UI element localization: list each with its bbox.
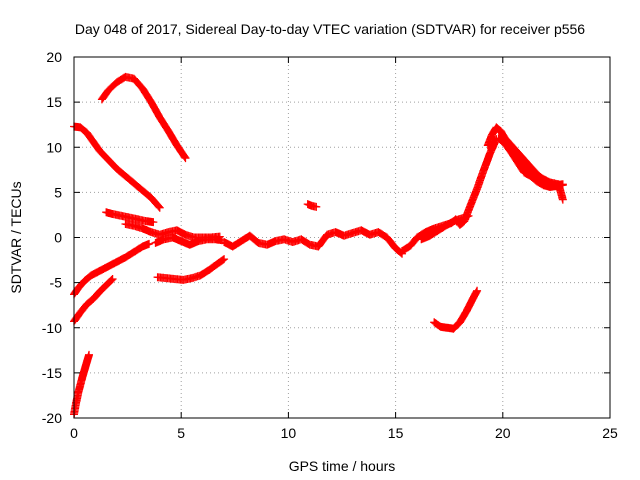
x-tick-label: 20 [495,425,511,441]
x-tick-label: 0 [70,425,78,441]
x-tick-label: 5 [177,425,185,441]
series-6-markers [151,233,226,249]
x-tick-label: 10 [281,425,297,441]
series-11-markers [303,200,321,211]
series-14-markers [430,286,482,333]
series-1 [97,72,190,163]
y-tick-label: 15 [46,94,62,110]
series-9-markers [70,350,94,419]
series-13 [417,211,473,244]
series-10 [220,226,407,258]
series-13-markers [417,211,473,244]
series-14 [430,286,482,333]
series-9 [70,350,94,419]
y-tick-label: 0 [54,230,62,246]
series-8-markers [153,255,229,284]
series-8 [153,255,229,284]
series-5-markers [70,239,154,299]
series-12 [398,135,501,255]
data-series [70,72,567,419]
series-3-markers [102,208,158,227]
x-tick-label: 15 [388,425,404,441]
series-10-markers [220,226,407,258]
series-2 [70,122,164,212]
series-1-markers [97,72,190,163]
y-tick-label: -10 [42,320,62,336]
chart-title: Day 048 of 2017, Sidereal Day-to-day VTE… [75,21,585,37]
y-tick-label: 10 [46,139,62,155]
series-3 [102,208,158,227]
series-17 [503,141,567,204]
series-6 [151,233,226,249]
x-axis-title: GPS time / hours [289,458,396,474]
y-tick-label: -15 [42,365,62,381]
series-12-markers [398,135,501,255]
series-17-markers [503,141,567,204]
y-axis-title: SDTVAR / TECUs [8,181,24,293]
y-tick-label: 5 [54,184,62,200]
axis-ticks: 0 5 10 15 20 25 -20 -15 -10 -5 0 5 10 15 20 [42,49,618,441]
y-tick-label: 20 [46,49,62,65]
y-tick-label: -5 [50,275,63,291]
y-tick-label: -20 [42,410,62,426]
x-tick-label: 25 [602,425,618,441]
series-5 [70,239,154,299]
series-11 [303,200,321,211]
series-2-markers [70,122,164,212]
